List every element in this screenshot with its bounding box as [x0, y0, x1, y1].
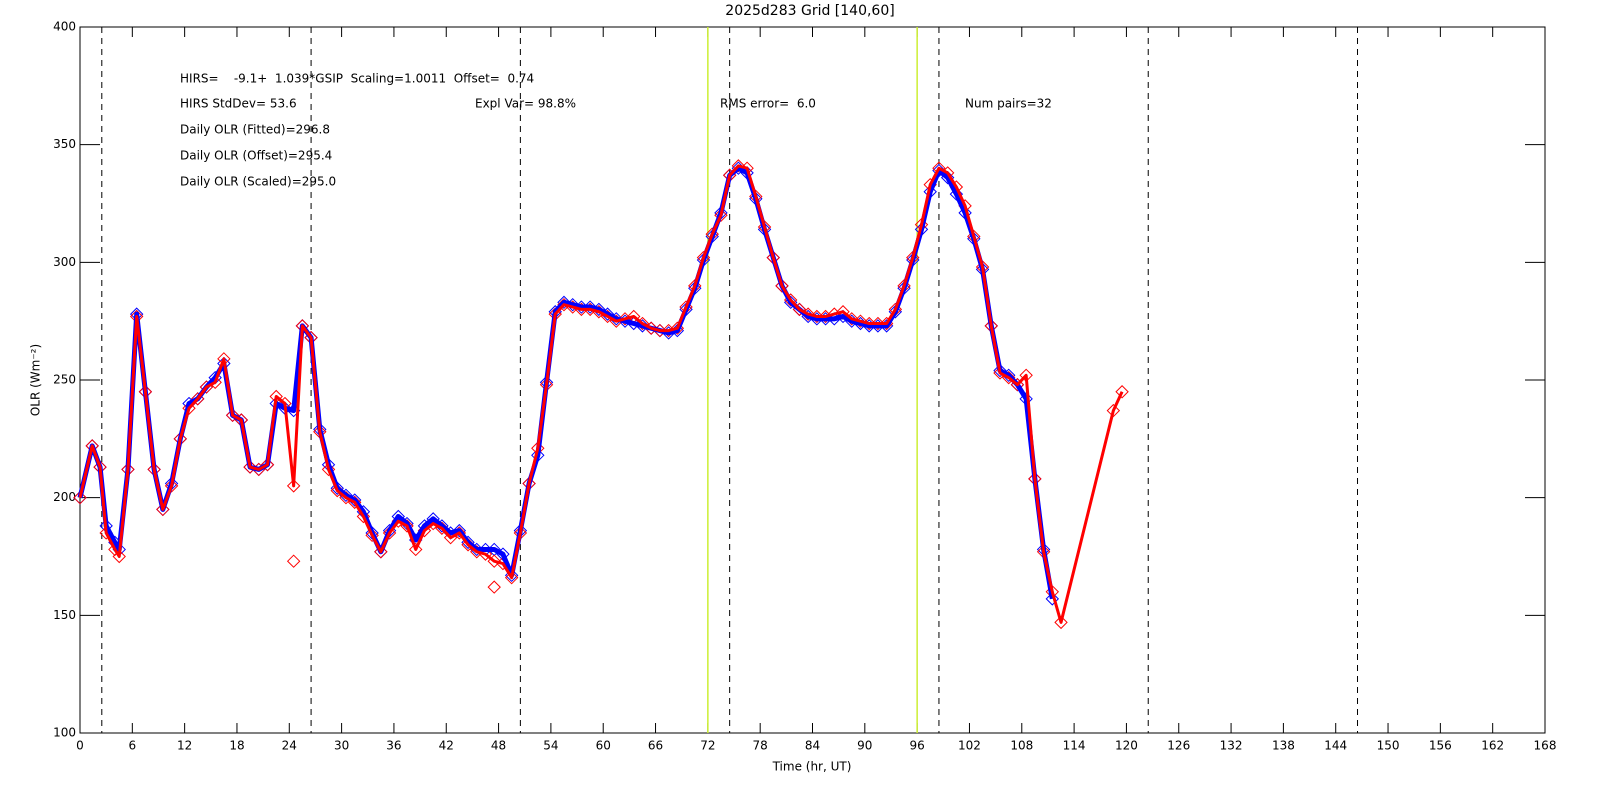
annotation: HIRS StdDev= 53.6 — [180, 97, 297, 111]
diamond-marker — [949, 187, 964, 201]
x-tick-label: 42 — [439, 739, 454, 753]
diamond-marker — [1045, 592, 1060, 606]
diamond-marker — [356, 509, 371, 524]
diamond-marker — [783, 295, 798, 310]
x-tick-label: 66 — [648, 739, 663, 753]
diamond-marker — [73, 490, 87, 505]
x-tick-label: 102 — [958, 739, 981, 753]
diamond-marker — [330, 481, 344, 495]
x-tick-label: 24 — [282, 739, 297, 753]
diamond-marker — [452, 523, 467, 538]
series-line — [77, 165, 1055, 600]
diamond-marker — [374, 545, 388, 559]
annotation: Expl Var= 98.8% — [475, 97, 576, 111]
diamond-marker — [112, 549, 126, 564]
diamond-marker — [487, 580, 501, 594]
diamond-marker — [260, 458, 275, 472]
diamond-marker — [714, 208, 728, 222]
y-tick-label: 300 — [53, 255, 76, 269]
x-tick-label: 0 — [76, 739, 84, 753]
y-tick-label: 400 — [53, 20, 76, 34]
x-tick-label: 72 — [700, 739, 715, 753]
diamond-marker — [225, 408, 240, 423]
x-tick-label: 36 — [386, 739, 401, 753]
annotation: Daily OLR (Offset)=295.4 — [180, 149, 332, 163]
x-tick-label: 84 — [805, 739, 820, 753]
diamond-marker — [409, 542, 423, 557]
diamond-marker — [365, 528, 379, 543]
annotation: Daily OLR (Fitted)=296.8 — [180, 123, 330, 137]
x-tick-label: 54 — [543, 739, 558, 753]
diamond-marker — [365, 526, 379, 540]
diamond-marker — [775, 279, 789, 293]
x-tick-label: 12 — [177, 739, 192, 753]
diamond-marker — [156, 502, 170, 517]
diamond-marker — [182, 401, 196, 415]
diamond-marker — [888, 305, 903, 319]
annotation: Num pairs=32 — [965, 97, 1052, 111]
x-tick-label: 78 — [753, 739, 768, 753]
x-tick-label: 30 — [334, 739, 349, 753]
x-tick-label: 162 — [1481, 739, 1504, 753]
diamond-marker — [1115, 385, 1129, 399]
y-axis-label: OLR (Wm⁻²) — [29, 344, 43, 416]
diamond-marker — [504, 570, 519, 585]
diamond-marker — [286, 479, 301, 493]
x-tick-label: 18 — [229, 739, 244, 753]
x-tick-label: 6 — [129, 739, 137, 753]
y-tick-label: 150 — [53, 608, 76, 622]
annotation: HIRS= -9.1+ 1.039*GSIP Scaling=1.0011 Of… — [180, 72, 534, 86]
diamond-marker — [382, 526, 397, 540]
x-tick-label: 60 — [596, 739, 611, 753]
diamond-marker — [1054, 615, 1068, 630]
y-tick-label: 200 — [53, 490, 76, 504]
diamond-marker — [993, 363, 1007, 378]
annotation: RMS error= 6.0 — [720, 97, 816, 111]
x-tick-label: 168 — [1534, 739, 1557, 753]
x-tick-label: 150 — [1377, 739, 1400, 753]
x-tick-label: 126 — [1167, 739, 1190, 753]
y-tick-label: 350 — [53, 137, 76, 151]
x-tick-label: 96 — [910, 739, 925, 753]
x-tick-label: 144 — [1324, 739, 1347, 753]
x-tick-label: 132 — [1220, 739, 1243, 753]
x-tick-label: 156 — [1429, 739, 1452, 753]
diamond-marker — [557, 295, 571, 310]
x-tick-label: 114 — [1063, 739, 1086, 753]
x-tick-label: 90 — [857, 739, 872, 753]
y-tick-label: 100 — [53, 726, 76, 740]
x-axis-label: Time (hr, UT) — [772, 760, 852, 774]
series-line — [78, 164, 1124, 624]
x-tick-label: 108 — [1010, 739, 1033, 753]
x-tick-label: 48 — [491, 739, 506, 753]
diamond-marker — [321, 462, 336, 477]
diamond-marker — [243, 460, 257, 474]
diamond-marker — [731, 159, 746, 173]
chart-title: 2025d283 Grid [140,60] — [725, 3, 894, 19]
diamond-marker — [871, 316, 885, 331]
x-tick-label: 138 — [1272, 739, 1295, 753]
diamond-marker — [164, 479, 179, 493]
y-tick-label: 250 — [53, 373, 76, 387]
annotation: Daily OLR (Scaled)=295.0 — [180, 175, 336, 189]
x-tick-label: 120 — [1115, 739, 1138, 753]
diamond-marker — [286, 554, 301, 568]
